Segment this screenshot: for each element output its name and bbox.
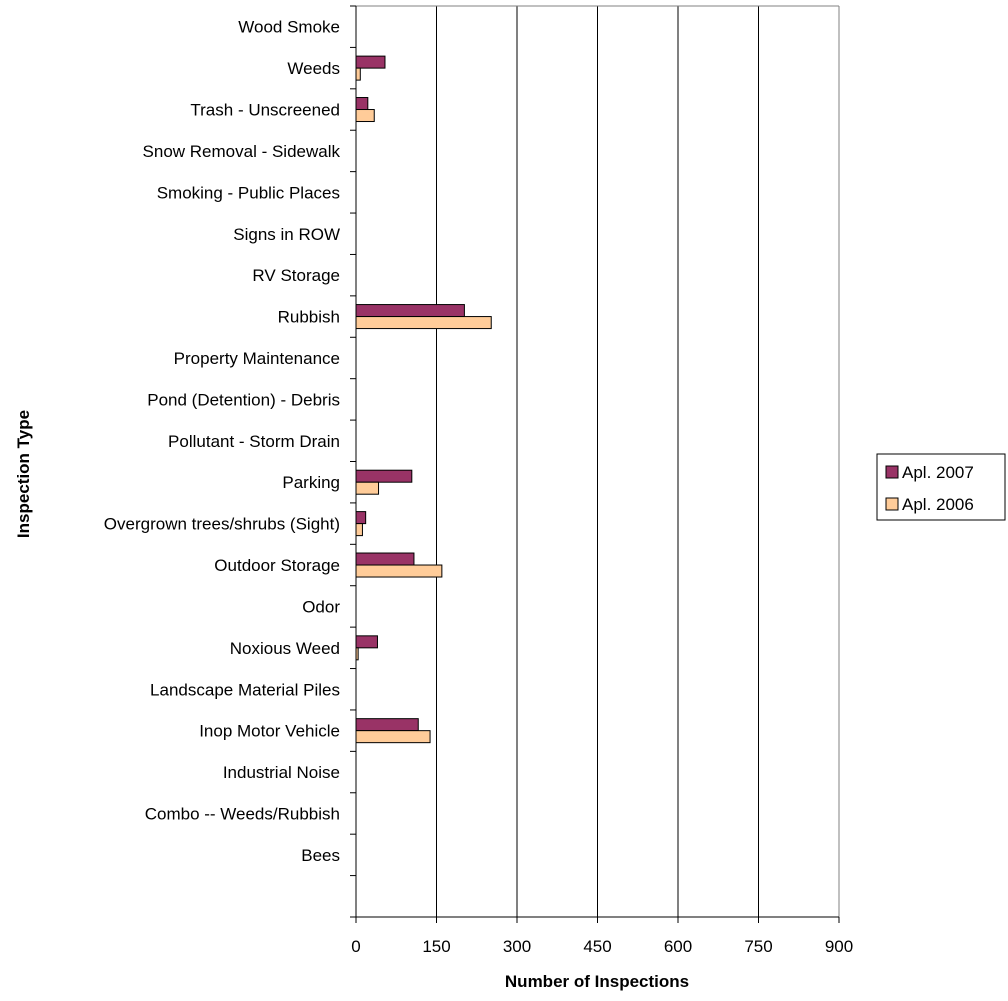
category-label: Rubbish [278,308,340,327]
category-label: Odor [302,597,340,616]
x-tick-label: 900 [825,937,853,956]
legend-label-2007: Apl. 2007 [902,463,974,482]
category-label: Overgrown trees/shrubs (Sight) [104,515,340,534]
x-tick-label: 300 [503,937,531,956]
y-axis-title: Inspection Type [14,410,33,538]
category-label: Outdoor Storage [214,556,340,575]
bar-2007 [355,635,378,649]
legend-box [876,453,1006,521]
bar-2007 [355,304,465,318]
category-label: Property Maintenance [174,349,340,368]
axes [350,5,840,923]
category-label: Combo -- Weeds/Rubbish [145,804,340,823]
x-tick-label: 0 [351,937,360,956]
category-label: Noxious Weed [230,639,340,658]
x-tick-labels: 0 150 300 450 600 750 900 [351,937,853,956]
bar-2007 [355,55,386,69]
bar-2006 [355,481,380,495]
bar-2007 [355,469,413,483]
x-axis-title: Number of Inspections [505,972,689,991]
bar-2007 [355,718,419,732]
category-label: Industrial Noise [223,763,340,782]
x-tick-label: 450 [583,937,611,956]
category-label: Weeds [287,59,340,78]
x-tick-label: 750 [744,937,772,956]
bar-2006 [355,523,363,537]
category-label: Trash - Unscreened [190,101,340,120]
bars [355,55,492,744]
x-tick-label: 600 [664,937,692,956]
bar-2007 [355,552,415,566]
category-label: RV Storage [252,266,340,285]
category-label: Landscape Material Piles [150,680,340,699]
category-label: Bees [301,846,340,865]
legend-label-2006: Apl. 2006 [902,495,974,514]
bar-2006 [355,316,492,330]
category-label: Wood Smoke [238,18,340,37]
category-label: Pollutant - Storm Drain [168,432,340,451]
category-label: Pond (Detention) - Debris [147,390,340,409]
gridlines [436,6,840,917]
bar-2007 [355,511,367,525]
category-label: Snow Removal - Sidewalk [143,142,341,161]
legend: Apl. 2007 Apl. 2006 [876,453,1006,521]
legend-swatch-2006 [885,497,899,511]
bar-2006 [355,564,443,578]
x-tick-label: 150 [422,937,450,956]
bar-2006 [355,109,375,123]
legend-swatch-2007 [885,465,899,479]
bar-2006 [355,730,431,744]
category-label: Signs in ROW [233,225,340,244]
bar-2006 [355,67,361,81]
category-labels: Wood Smoke Weeds Trash - Unscreened Snow Re… [104,18,341,865]
category-label: Smoking - Public Places [157,183,340,202]
bar-2007 [355,97,369,111]
category-label: Inop Motor Vehicle [199,722,340,741]
category-label: Parking [282,473,340,492]
